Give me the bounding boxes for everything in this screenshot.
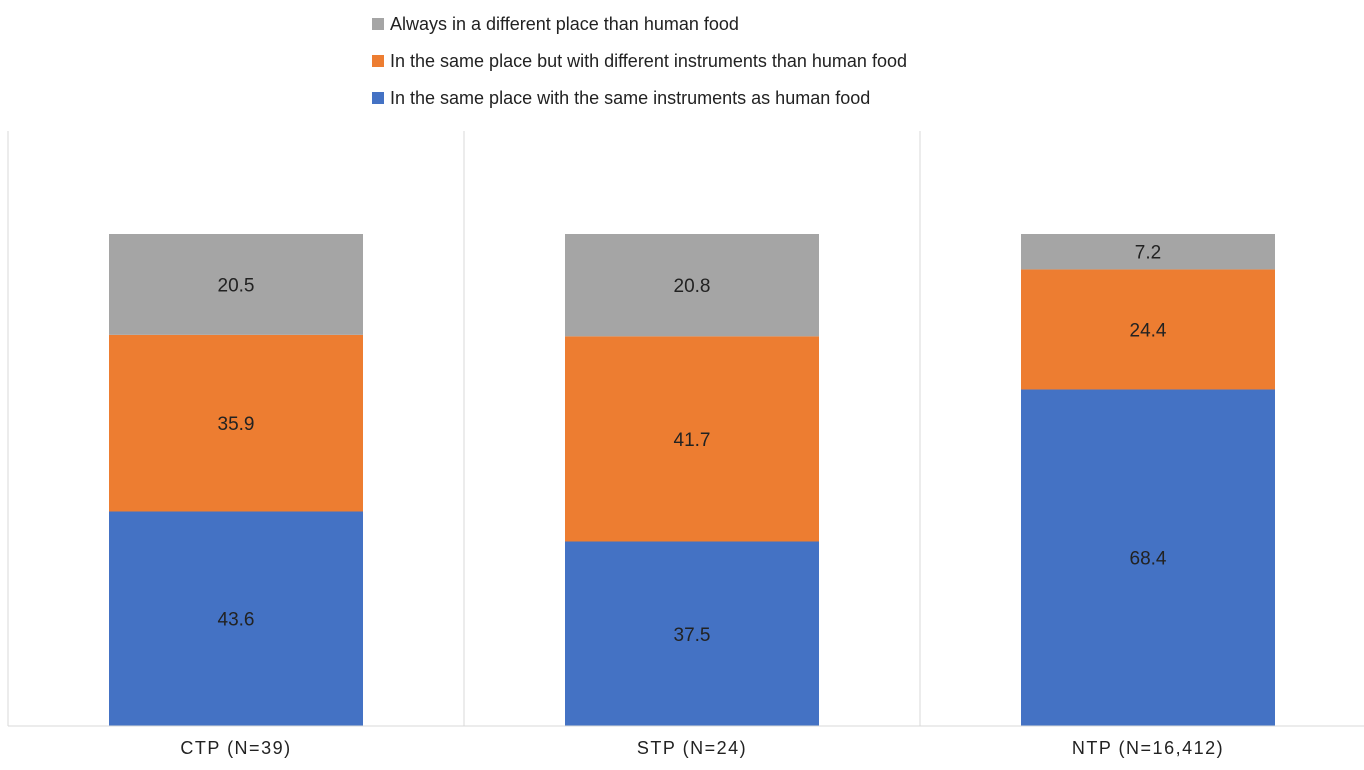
legend-swatch	[372, 55, 384, 67]
data-label: 43.6	[218, 610, 255, 631]
x-axis: CTP (N=39) STP (N=24) NTP (N=16,412)	[8, 725, 1364, 758]
data-label: 68.4	[1130, 549, 1167, 570]
data-label: 24.4	[1130, 320, 1167, 341]
data-label: 20.5	[218, 275, 255, 296]
data-label: 20.8	[674, 276, 711, 297]
data-labels: 43.6 35.9 20.5 37.5 41.7 20.8 68.4 24.4 7.2	[218, 243, 1167, 646]
bar-segment	[109, 234, 363, 335]
category-separators	[7, 131, 921, 726]
bar-segment	[565, 234, 819, 337]
legend-label: Always in a different place than human f…	[390, 14, 739, 34]
bar-segment	[565, 336, 819, 542]
bar-segment	[565, 541, 819, 726]
data-label: 37.5	[674, 625, 711, 646]
data-label: 35.9	[218, 414, 255, 435]
bar-segment	[1021, 269, 1275, 390]
x-tick-label: NTP (N=16,412)	[1072, 738, 1224, 758]
chart-legend: Always in a different place than human f…	[372, 14, 907, 108]
x-tick-label: STP (N=24)	[637, 738, 747, 758]
bar-segment	[1021, 389, 1275, 726]
x-tick-label: CTP (N=39)	[180, 738, 291, 758]
data-label: 41.7	[674, 430, 711, 451]
legend-swatch	[372, 92, 384, 104]
legend-swatch	[372, 18, 384, 30]
data-label: 7.2	[1135, 243, 1161, 264]
bar-segment	[1021, 234, 1275, 270]
bar-segment	[109, 334, 363, 512]
bar-segment	[109, 511, 363, 726]
legend-label: In the same place but with different ins…	[390, 51, 907, 71]
legend-label: In the same place with the same instrume…	[390, 88, 870, 108]
bars	[109, 234, 1275, 726]
